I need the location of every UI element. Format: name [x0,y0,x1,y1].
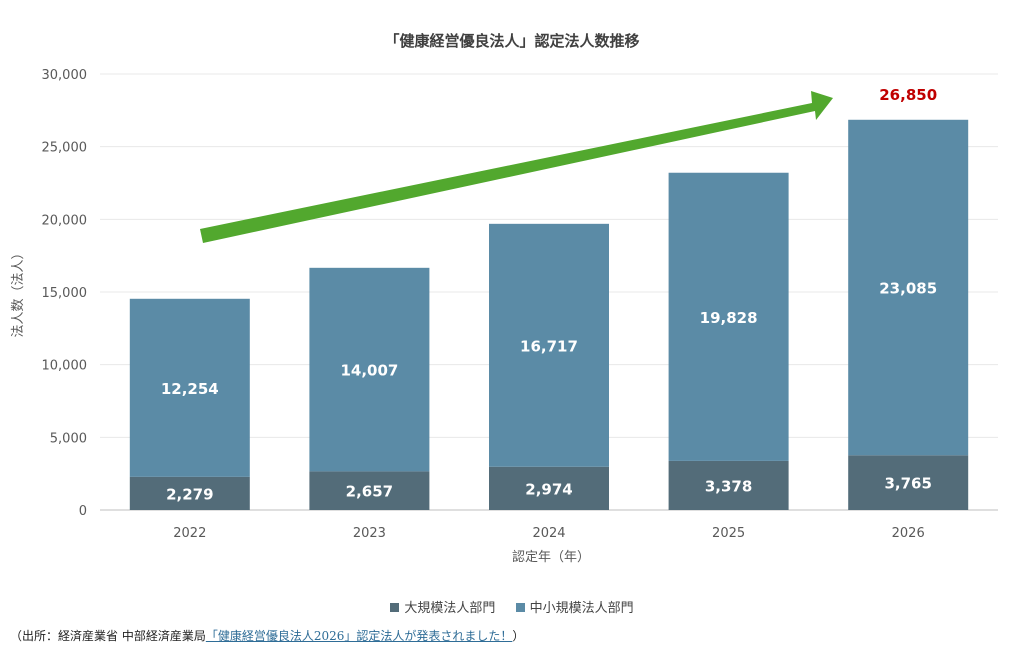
y-tick-label: 10,000 [42,359,88,374]
bars [129,119,969,510]
legend-label-large: 大規模法人部門 [404,601,496,616]
legend-swatch-large [390,603,400,612]
bar-small-2022 [129,298,250,477]
x-tick-label: 2025 [712,526,745,541]
x-tick-label: 2024 [532,526,565,541]
data-label-large: 3,378 [705,477,752,495]
y-tick-label: 20,000 [42,213,88,228]
y-tick-label: 15,000 [42,286,88,301]
y-tick-label: 25,000 [42,141,88,156]
bar-small-2026 [848,119,969,456]
legend-swatch-small [515,603,525,612]
bar-small-2024 [489,223,609,467]
data-label-large: 2,279 [166,485,213,503]
x-tick-label: 2026 [892,526,925,541]
trend-arrow [200,91,833,243]
legend-item-small: 中小規模法人部門 [515,597,634,616]
data-label-small: 12,254 [161,380,219,398]
y-tick-label: 30,000 [42,68,88,83]
source-prefix: （出所：経済産業省 中部経済産業局 [10,629,206,643]
bar-large-2024 [489,466,609,510]
y-axis-label: 法人数（法人） [11,246,26,337]
bar-small-2025 [668,172,789,461]
bar-large-2023 [309,471,430,510]
data-label-large: 3,765 [884,475,931,493]
source-note: （出所：経済産業省 中部経済産業局「健康経営優良法人2026」認定法人が発表され… [10,627,524,644]
data-label-small: 14,007 [340,362,398,380]
chart-title: 「健康経営優良法人」認定法人数推移 [384,32,640,50]
data-label-small: 16,717 [520,337,578,355]
x-axis-ticks: 2022 2023 2024 2025 2026 [173,526,924,541]
data-label-large: 2,974 [525,480,572,498]
data-label-large: 2,657 [346,483,393,501]
trend-arrow-shape [200,91,833,243]
legend-label-small: 中小規模法人部門 [529,601,634,616]
bar-large-2022 [129,476,250,510]
x-tick-label: 2023 [353,526,386,541]
y-axis-ticks: 0 5,000 10,000 15,000 20,000 25,000 30,000 [42,68,88,519]
legend-item-large: 大規模法人部門 [390,597,495,616]
bar-large-2026 [848,455,969,510]
bar-small-2023 [309,267,430,472]
data-label-small: 23,085 [879,280,937,298]
bar-labels: 2,279 12,254 2,657 14,007 2,974 16,717 3,378 19… [161,86,937,504]
y-tick-label: 0 [79,504,87,519]
x-tick-label: 2022 [173,526,206,541]
bar-large-2025 [668,460,789,510]
total-label: 26,850 [879,86,937,104]
source-suffix: ） [512,629,525,643]
data-label-small: 19,828 [700,309,758,327]
legend: 大規模法人部門 中小規模法人部門 [0,597,1024,616]
y-tick-label: 5,000 [50,431,87,446]
x-axis-label: 認定年（年） [512,549,590,565]
source-link[interactable]: 「健康経営優良法人2026」認定法人が発表されました！ [205,629,513,643]
